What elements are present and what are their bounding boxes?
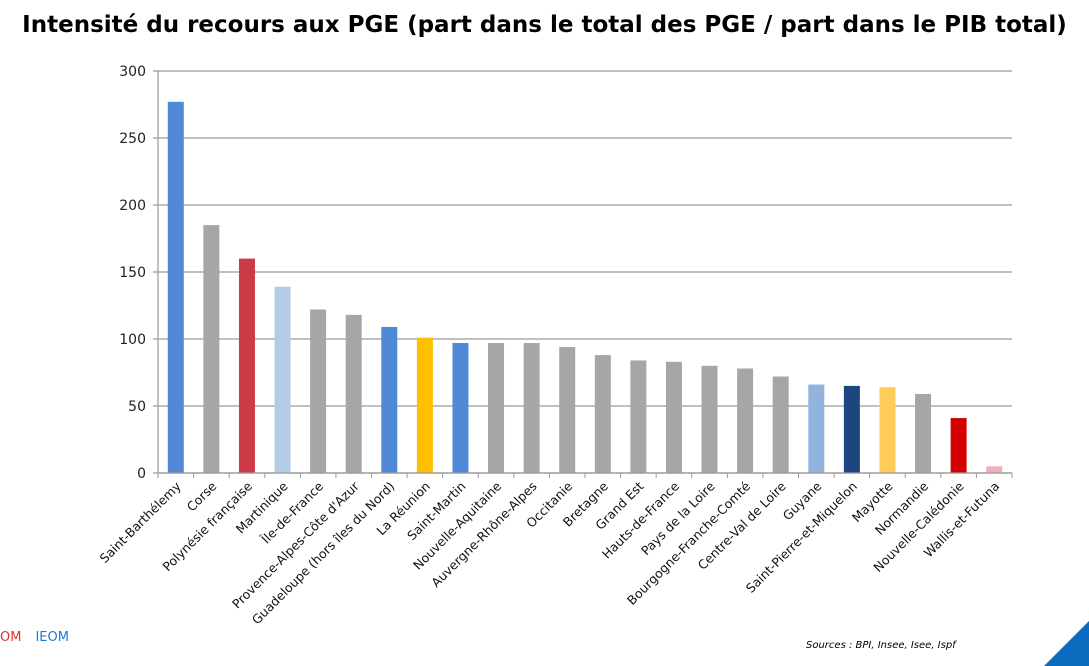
bar bbox=[950, 418, 967, 473]
y-tick-label: 250 bbox=[119, 131, 146, 147]
logo-text-left: OM bbox=[0, 630, 22, 645]
bar bbox=[345, 314, 362, 473]
bar bbox=[381, 326, 398, 473]
bar bbox=[203, 225, 220, 473]
bar bbox=[274, 286, 291, 473]
bar bbox=[986, 466, 1003, 473]
bar bbox=[737, 368, 754, 473]
y-tick-label: 0 bbox=[137, 466, 146, 482]
bar bbox=[452, 343, 469, 473]
corner-decoration bbox=[1044, 621, 1089, 666]
bar bbox=[559, 347, 576, 473]
y-tick-label: 50 bbox=[128, 399, 146, 415]
bar bbox=[523, 343, 540, 473]
y-tick-label: 150 bbox=[119, 265, 146, 281]
bar bbox=[879, 387, 896, 473]
ieom-logo: OM IEOM bbox=[0, 630, 69, 645]
bar bbox=[630, 360, 647, 473]
bar bbox=[594, 355, 611, 473]
bar bbox=[488, 343, 505, 473]
bar bbox=[808, 384, 825, 473]
bar bbox=[915, 393, 932, 473]
bar bbox=[701, 365, 718, 473]
y-tick-label: 300 bbox=[119, 64, 146, 80]
y-tick-label: 200 bbox=[119, 198, 146, 214]
bar bbox=[843, 385, 860, 473]
sources-note: Sources : BPI, Insee, Isee, Ispf bbox=[806, 640, 956, 651]
bar bbox=[665, 361, 682, 473]
logo-text-right: IEOM bbox=[35, 630, 69, 645]
bar bbox=[772, 376, 789, 473]
bar bbox=[416, 337, 433, 473]
bar bbox=[238, 258, 255, 473]
bar bbox=[167, 101, 184, 473]
chart-title: Intensité du recours aux PGE (part dans … bbox=[22, 12, 1067, 38]
bar bbox=[310, 309, 327, 473]
y-tick-label: 100 bbox=[119, 332, 146, 348]
